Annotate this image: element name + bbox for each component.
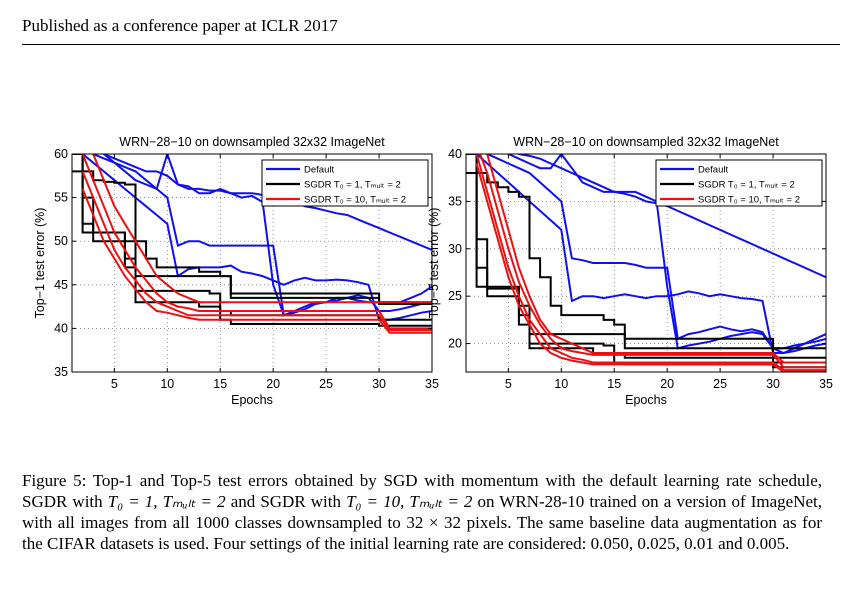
plot-frame <box>465 153 827 373</box>
series-group <box>72 154 432 334</box>
plot-frame <box>71 153 433 373</box>
legend-label-sgdr1: SGDR T₀ = 1, Tₘᵤₗₜ = 2 <box>304 180 401 191</box>
x-tick-label: 15 <box>607 377 621 391</box>
series-line-sgdr10 <box>81 188 432 334</box>
x-tick-label: 5 <box>111 377 118 391</box>
caption-text-3: on WRN-28-10 trained on a version of Ima… <box>22 492 823 553</box>
series-group <box>466 154 826 372</box>
x-axis-label: Epochs <box>625 393 667 407</box>
series-line-default <box>81 154 432 321</box>
chart-svg: WRN−28−10 on downsampled 32x32 ImageNet 5… <box>33 135 439 407</box>
y-tick-label: 60 <box>54 147 68 161</box>
legend: Default SGDR T₀ = 1, Tₘᵤₗₜ = 2 SGDR T₀ = 1… <box>655 159 823 207</box>
x-tick-label: 20 <box>266 377 280 391</box>
x-tick-label: 35 <box>819 377 833 391</box>
legend-label-sgdr10: SGDR T₀ = 10, Tₘᵤₗₜ = 2 <box>304 195 406 206</box>
y-tick-label: 50 <box>54 234 68 248</box>
x-tick-label: 10 <box>160 377 174 391</box>
series-line-sgdr10 <box>475 154 826 372</box>
x-tick-label: 5 <box>505 377 512 391</box>
x-tick-label: 15 <box>213 377 227 391</box>
series-line-sgdr10 <box>92 154 432 304</box>
series-line-default <box>485 154 826 350</box>
x-tick-label: 35 <box>425 377 439 391</box>
x-tick-label: 10 <box>554 377 568 391</box>
series-line-sgdr10 <box>81 171 432 332</box>
x-tick-label: 25 <box>713 377 727 391</box>
caption-math-1: T₀ = 1, Tₘᵤₗₜ = 2 <box>107 492 226 511</box>
legend-label-default: Default <box>698 165 728 176</box>
caption-text-1: Figure 5: Top-1 and Top-5 test errors ob… <box>22 471 822 511</box>
y-axis-label: Top−5 test error (%) <box>427 208 441 319</box>
header-rule <box>22 44 840 45</box>
series-line-default <box>516 154 826 279</box>
x-tick-label: 25 <box>319 377 333 391</box>
caption-math-2: T₀ = 10, Tₘᵤₗₜ = 2 <box>346 492 473 511</box>
x-tick-label: 20 <box>660 377 674 391</box>
series-line-sgdr10 <box>479 154 826 369</box>
x-tick-label: 30 <box>766 377 780 391</box>
legend: Default SGDR T₀ = 1, Tₘᵤₗₜ = 2 SGDR T₀ = 1… <box>261 159 429 207</box>
series-line-sgdr10 <box>486 154 826 364</box>
y-tick-label: 20 <box>448 337 462 351</box>
series-line-sgdr10 <box>475 163 826 372</box>
figure-caption: Figure 5: Top-1 and Top-5 test errors ob… <box>22 470 822 554</box>
top1-chart: WRN−28−10 on downsampled 32x32 ImageNet 5… <box>22 128 442 438</box>
y-axis-label: Top−1 test error (%) <box>33 208 47 319</box>
series-line-default <box>475 154 826 354</box>
chart-svg: WRN−28−10 on downsampled 32x32 ImageNet 5… <box>427 135 833 407</box>
series-line-sgdr1 <box>466 154 826 364</box>
y-tick-label: 35 <box>54 365 68 379</box>
y-tick-label: 35 <box>448 194 462 208</box>
y-tick-label: 25 <box>448 289 462 303</box>
series-line-sgdr1 <box>475 154 826 350</box>
y-tick-label: 45 <box>54 278 68 292</box>
chart-title: WRN−28−10 on downsampled 32x32 ImageNet <box>119 135 385 149</box>
y-tick-label: 40 <box>448 147 462 161</box>
y-tick-label: 55 <box>54 191 68 205</box>
top5-chart: WRN−28−10 on downsampled 32x32 ImageNet 5… <box>416 128 836 438</box>
running-header: Published as a conference paper at ICLR … <box>22 16 338 35</box>
series-line-default <box>102 154 432 317</box>
caption-text-2: and SGDR with <box>225 492 347 511</box>
series-line-default <box>101 154 432 251</box>
series-line-sgdr1 <box>81 154 432 305</box>
y-tick-label: 40 <box>54 321 68 335</box>
legend-label-sgdr1: SGDR T₀ = 1, Tₘᵤₗₜ = 2 <box>698 180 795 191</box>
x-axis-label: Epochs <box>231 393 273 407</box>
x-tick-label: 30 <box>372 377 386 391</box>
chart-title: WRN−28−10 on downsampled 32x32 ImageNet <box>513 135 779 149</box>
legend-label-default: Default <box>304 165 334 176</box>
y-tick-label: 30 <box>448 242 462 256</box>
legend-label-sgdr10: SGDR T₀ = 10, Tₘᵤₗₜ = 2 <box>698 195 800 206</box>
series-line-sgdr10 <box>81 154 432 330</box>
